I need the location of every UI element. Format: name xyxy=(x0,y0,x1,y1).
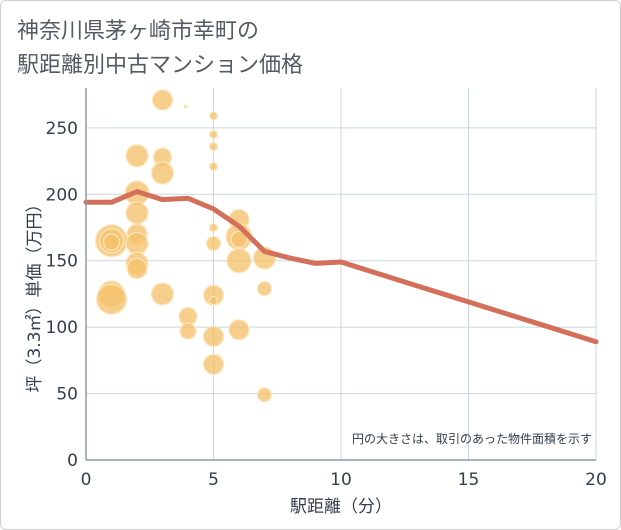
bubble-14 xyxy=(150,161,175,185)
bubble-25 xyxy=(202,284,225,306)
bubble-7 xyxy=(125,201,149,225)
x-tick-label-1: 5 xyxy=(208,470,219,490)
bubble-16 xyxy=(183,104,188,109)
y-axis-title: 坪（3.3㎡）単価（万円） xyxy=(25,195,45,392)
y-tick-label-3: 150 xyxy=(46,252,78,272)
bubble-27 xyxy=(202,325,225,348)
bubble-18 xyxy=(179,322,197,340)
bubble-32 xyxy=(226,248,252,274)
bubble-33 xyxy=(228,319,250,341)
bubble-23 xyxy=(208,222,219,233)
bubble-21 xyxy=(208,141,219,152)
bubble-19 xyxy=(208,111,219,121)
bubble-2 xyxy=(102,233,121,251)
axes-layer xyxy=(85,88,596,461)
chart-title-line-2: 駅距離別中古マンション価格 xyxy=(17,53,304,78)
bubble-9 xyxy=(125,231,149,256)
bubble-20 xyxy=(208,129,219,140)
x-axis-title: 駅距離（分） xyxy=(290,497,392,517)
bubble-35 xyxy=(256,281,273,297)
bubble-28 xyxy=(202,353,225,375)
bubble-31 xyxy=(230,230,248,249)
bubbles-layer xyxy=(94,89,277,403)
tick-labels: 0 50 100 150 200 250 0 5 10 15 20 xyxy=(46,119,607,490)
x-tick-label-3: 15 xyxy=(458,470,480,490)
x-tick-label-2: 10 xyxy=(330,470,352,490)
y-tick-label-4: 200 xyxy=(46,185,78,205)
bubble-26 xyxy=(208,295,219,306)
y-tick-label-2: 100 xyxy=(46,318,78,338)
bubble-36 xyxy=(256,387,273,403)
y-tick-label-0: 0 xyxy=(67,451,78,471)
bubble-15 xyxy=(150,282,175,306)
bubble-22 xyxy=(208,161,219,171)
bubble-12 xyxy=(151,89,174,111)
x-tick-label-4: 20 xyxy=(585,470,607,490)
y-tick-label-5: 250 xyxy=(46,119,78,139)
chart-title: 神奈川県茅ヶ崎市幸町の 駅距離別中古マンション価格 xyxy=(17,15,303,83)
bubble-5 xyxy=(125,144,149,168)
bubble-size-note: 円の大きさは、取引のあった物件面積を示す xyxy=(352,431,592,446)
bubble-4 xyxy=(95,283,128,315)
y-tick-label-1: 50 xyxy=(56,385,78,405)
bubble-24 xyxy=(205,235,222,252)
x-tick-label-0: 0 xyxy=(81,470,92,490)
bubble-11 xyxy=(126,258,148,280)
grid-lines xyxy=(86,88,597,460)
chart-title-line-1: 神奈川県茅ヶ崎市幸町の xyxy=(17,19,260,44)
